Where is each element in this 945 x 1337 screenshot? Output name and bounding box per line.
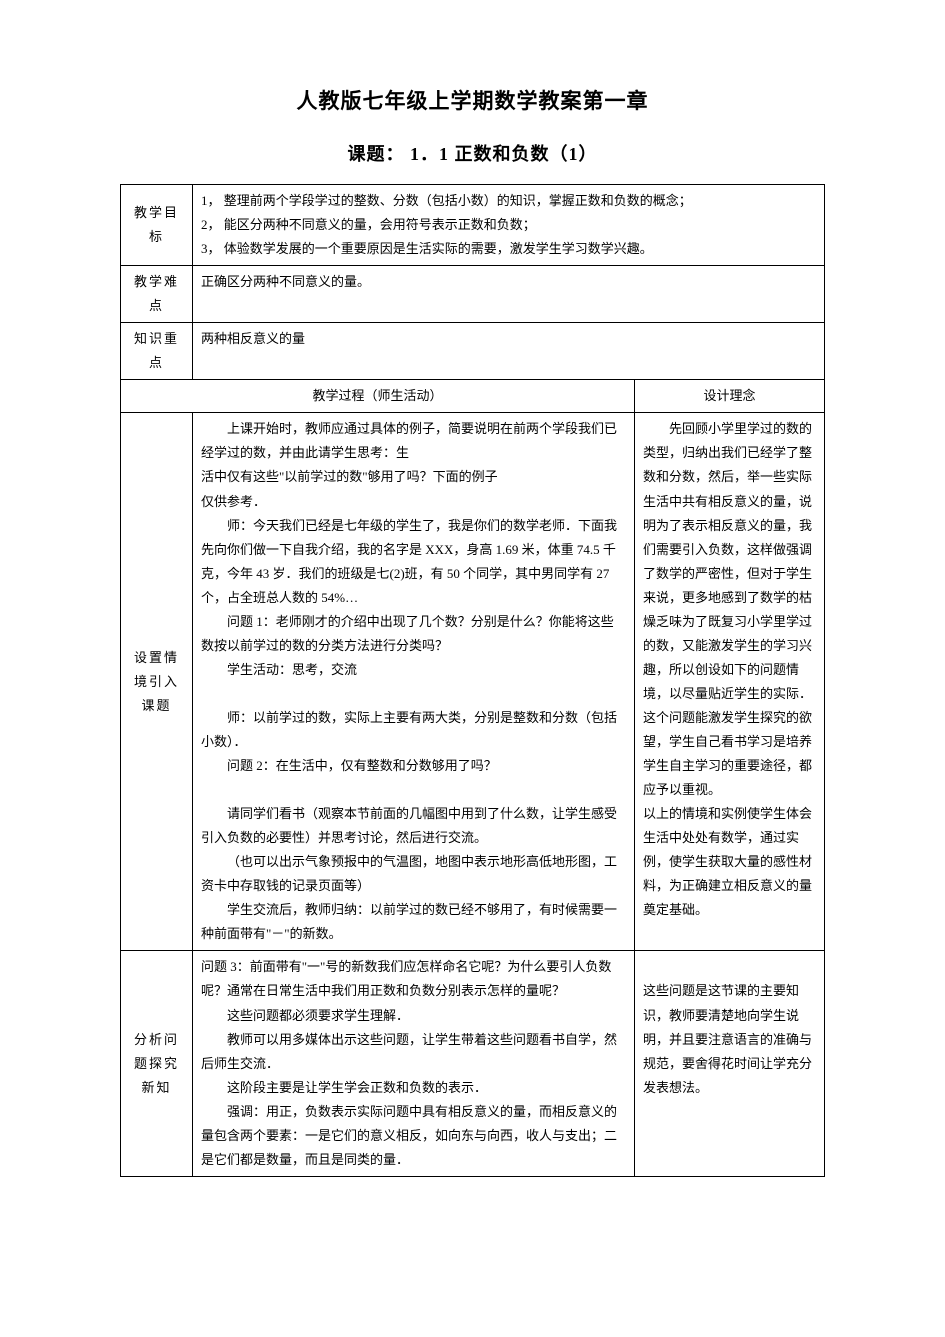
header-process: 教学过程（师生活动） <box>121 380 635 413</box>
content-section-2: 问题 3：前面带有"一"号的新数我们应怎样命名它呢？为什么要引人负数呢？通常在日… <box>193 951 635 1176</box>
label-section-1: 设置情境引入课题 <box>121 413 193 951</box>
s1-d1: 先回顾小学里学过的数的类型，归纳出我们已经学了整数和分数，然后，举一些实际生活中… <box>643 417 816 706</box>
row-teaching-objectives: 教学目标 1， 整理前两个学段学过的整数、分数（包括小数）的知识，掌握正数和负数… <box>121 185 825 266</box>
s1-p3: 仅供参考． <box>201 490 626 514</box>
s1-p7: 师：以前学过的数，实际上主要有两大类，分别是整数和分数（包括小数）． <box>201 706 626 754</box>
label-knowledge-focus: 知识重点 <box>121 323 193 380</box>
content-teaching-difficulty: 正确区分两种不同意义的量。 <box>193 266 825 323</box>
s1-p8: 问题 2：在生活中，仅有整数和分数够用了吗？ <box>201 754 626 778</box>
content-section-1: 上课开始时，教师应通过具体的例子，简要说明在前两个学段我们已经学过的数，并由此请… <box>193 413 635 951</box>
row-section-1: 设置情境引入课题 上课开始时，教师应通过具体的例子，简要说明在前两个学段我们已经… <box>121 413 825 951</box>
s1-p9: 请同学们看书（观察本节前面的几幅图中用到了什么数，让学生感受引入负数的必要性）并… <box>201 802 626 850</box>
s2-d1: 这些问题是这节课的主要知识，教师要清楚地向学生说明，并且要注意语言的准确与规范，… <box>643 979 816 1099</box>
header-design: 设计理念 <box>635 380 825 413</box>
s1-p6: 学生活动：思考，交流 <box>201 658 626 682</box>
s2-p4: 这阶段主要是让学生学会正数和负数的表示． <box>201 1076 626 1100</box>
design-section-1: 先回顾小学里学过的数的类型，归纳出我们已经学了整数和分数，然后，举一些实际生活中… <box>635 413 825 951</box>
s1-d2: 这个问题能激发学生探究的欲望，学生自己看书学习是培养学生自主学习的重要途径，都应… <box>643 706 816 802</box>
s1-blank2 <box>201 778 626 802</box>
s2-p5: 强调：用正，负数表示实际问题中具有相反意义的量，而相反意义的量包含两个要素：一是… <box>201 1100 626 1172</box>
row-teaching-difficulty: 教学难点 正确区分两种不同意义的量。 <box>121 266 825 323</box>
label-teaching-objectives: 教学目标 <box>121 185 193 266</box>
objective-item-3: 3， 体验数学发展的一个重要原因是生活实际的需要，激发学生学习数学兴趣。 <box>201 237 816 261</box>
objective-item-2: 2， 能区分两种不同意义的量，会用符号表示正数和负数； <box>201 213 816 237</box>
s2-p1: 问题 3：前面带有"一"号的新数我们应怎样命名它呢？为什么要引人负数呢？通常在日… <box>201 955 626 1003</box>
s1-blank1 <box>201 682 626 706</box>
s1-d3: 以上的情境和实例使学生体会生活中处处有数学，通过实例，使学生获取大量的感性材料，… <box>643 802 816 922</box>
s2-d-blank <box>643 955 816 979</box>
s1-p1: 上课开始时，教师应通过具体的例子，简要说明在前两个学段我们已经学过的数，并由此请… <box>201 417 626 465</box>
s1-p10: （也可以出示气象预报中的气温图，地图中表示地形高低地形图，工资卡中存取钱的记录页… <box>201 850 626 898</box>
row-column-headers: 教学过程（师生活动） 设计理念 <box>121 380 825 413</box>
document-main-title: 人教版七年级上学期数学教案第一章 <box>120 85 825 115</box>
content-teaching-objectives: 1， 整理前两个学段学过的整数、分数（包括小数）的知识，掌握正数和负数的概念； … <box>193 185 825 266</box>
objective-item-1: 1， 整理前两个学段学过的整数、分数（包括小数）的知识，掌握正数和负数的概念； <box>201 189 816 213</box>
s1-p5: 问题 1：老师刚才的介绍中出现了几个数？分别是什么？你能将这些数按以前学过的数的… <box>201 610 626 658</box>
s1-p11: 学生交流后，教师归纳：以前学过的数已经不够用了，有时候需要一种前面带有"－"的新… <box>201 898 626 946</box>
row-knowledge-focus: 知识重点 两种相反意义的量 <box>121 323 825 380</box>
s1-p4: 师：今天我们已经是七年级的学生了，我是你们的数学老师．下面我先向你们做一下自我介… <box>201 514 626 610</box>
content-knowledge-focus: 两种相反意义的量 <box>193 323 825 380</box>
s2-p3: 教师可以用多媒体出示这些问题，让学生带着这些问题看书自学，然后师生交流． <box>201 1028 626 1076</box>
row-section-2: 分析问题探究新知 问题 3：前面带有"一"号的新数我们应怎样命名它呢？为什么要引… <box>121 951 825 1176</box>
document-sub-title: 课题： 1．1 正数和负数（1） <box>120 140 825 166</box>
label-section-2: 分析问题探究新知 <box>121 951 193 1176</box>
s1-p2: 活中仅有这些"以前学过的数"够用了吗？下面的例子 <box>201 465 626 489</box>
s2-p2: 这些问题都必须要求学生理解． <box>201 1004 626 1028</box>
design-section-2: 这些问题是这节课的主要知识，教师要清楚地向学生说明，并且要注意语言的准确与规范，… <box>635 951 825 1176</box>
label-teaching-difficulty: 教学难点 <box>121 266 193 323</box>
lesson-plan-table: 教学目标 1， 整理前两个学段学过的整数、分数（包括小数）的知识，掌握正数和负数… <box>120 184 825 1177</box>
